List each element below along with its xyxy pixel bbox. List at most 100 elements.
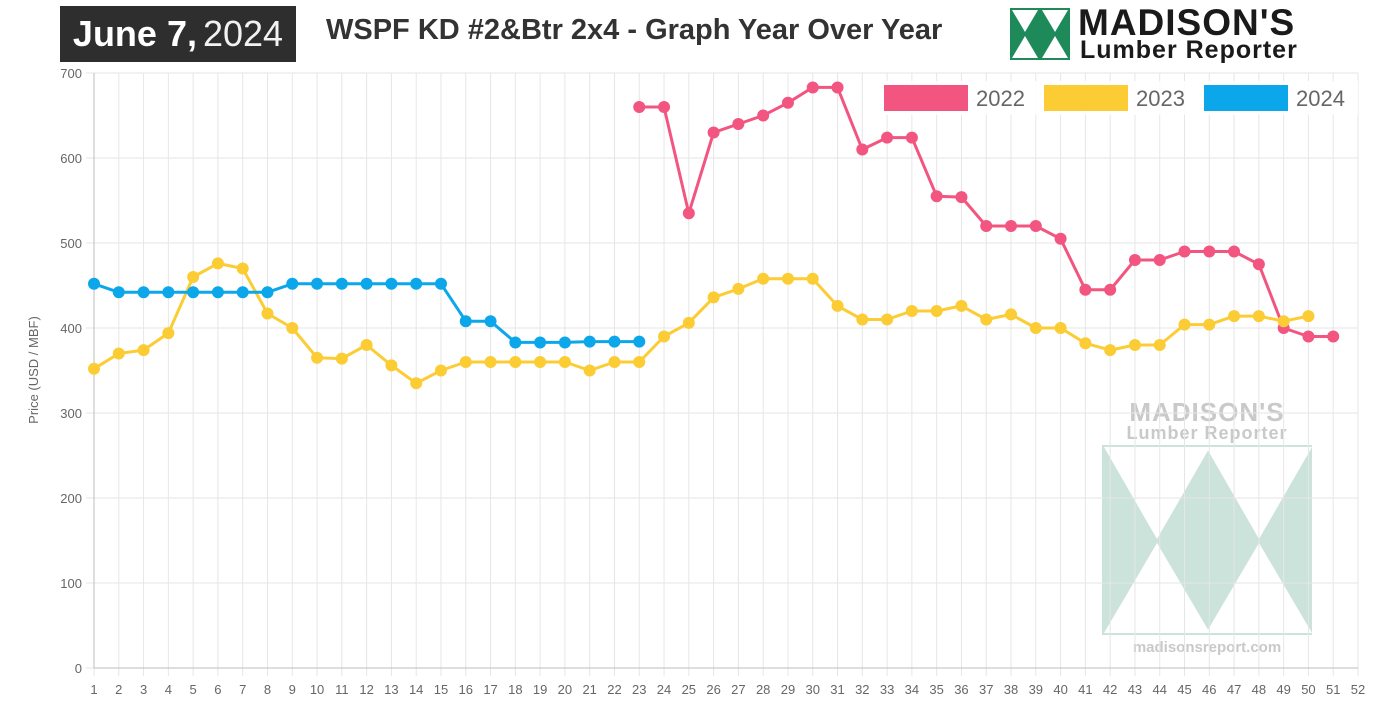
data-point: [658, 101, 671, 113]
data-point: [1128, 254, 1141, 266]
data-point: [1104, 283, 1117, 296]
watermark-line1: MADISON'S: [1129, 397, 1284, 427]
x-tick-label: 10: [310, 682, 324, 697]
data-point: [187, 286, 200, 299]
x-tick-label: 28: [756, 682, 770, 697]
x-tick-label: 18: [508, 682, 522, 697]
x-tick-label: 20: [558, 682, 572, 697]
x-tick-label: 30: [806, 682, 820, 697]
data-point: [682, 316, 695, 329]
data-point: [831, 299, 844, 312]
data-point: [905, 131, 918, 144]
y-axis-label: Price (USD / MBF): [26, 316, 41, 424]
data-point: [187, 271, 200, 283]
data-point: [137, 286, 150, 299]
data-point: [930, 190, 943, 203]
data-point: [1079, 337, 1092, 350]
data-point: [88, 362, 100, 375]
x-tick-label: 43: [1128, 682, 1142, 697]
logo-triangles-icon: [1010, 8, 1070, 60]
data-point: [286, 277, 299, 290]
x-tick-label: 23: [632, 682, 646, 697]
data-point: [484, 356, 497, 368]
data-point: [781, 272, 794, 285]
date-badge: June 7, 2024: [60, 6, 296, 62]
data-point: [162, 286, 175, 299]
data-point: [1079, 283, 1092, 296]
data-point: [955, 191, 968, 204]
data-point: [806, 272, 819, 285]
legend-swatch-2023: [1044, 85, 1128, 111]
series-2023: [88, 257, 1315, 390]
data-point: [410, 277, 423, 290]
x-tick-label: 26: [706, 682, 720, 697]
x-tick-label: 38: [1004, 682, 1018, 697]
x-tick-label: 2: [115, 682, 122, 697]
data-point: [1252, 310, 1265, 323]
x-tick-label: 32: [855, 682, 869, 697]
data-point: [980, 313, 993, 326]
data-point: [112, 286, 125, 299]
data-point: [1203, 318, 1216, 331]
legend: 2022 2023 2024: [878, 81, 1358, 115]
data-point: [311, 277, 324, 290]
x-tick-label: 34: [905, 682, 919, 697]
series-2022: [633, 81, 1340, 343]
data-point: [286, 322, 299, 334]
data-point: [930, 305, 943, 317]
data-point: [757, 272, 770, 285]
data-point: [459, 315, 472, 328]
watermark: MADISON'S Lumber Reporter madisonsreport…: [1102, 397, 1312, 656]
x-tick-label: 47: [1227, 682, 1241, 697]
data-point: [633, 335, 646, 348]
data-point: [558, 336, 571, 349]
x-tick-label: 45: [1177, 682, 1191, 697]
date-month-day: June 7,: [72, 13, 197, 54]
data-point: [1005, 220, 1018, 232]
x-tick-label: 35: [929, 682, 943, 697]
y-tick-label: 0: [75, 661, 82, 676]
data-point: [955, 299, 968, 312]
data-point: [360, 339, 373, 351]
x-tick-label: 31: [830, 682, 844, 697]
data-point: [831, 81, 844, 94]
data-point: [162, 327, 175, 340]
data-point: [682, 207, 695, 220]
data-point: [583, 364, 596, 377]
x-tick-label: 8: [264, 682, 271, 697]
data-point: [583, 335, 596, 348]
data-point: [1277, 315, 1290, 328]
data-point: [261, 286, 274, 299]
x-tick-label: 14: [409, 682, 423, 697]
watermark-line2: Lumber Reporter: [1126, 423, 1287, 443]
data-point: [410, 377, 423, 390]
x-tick-label: 40: [1053, 682, 1067, 697]
x-tick-label: 39: [1029, 682, 1043, 697]
data-point: [757, 109, 770, 122]
data-point: [856, 313, 869, 326]
data-point: [1054, 322, 1067, 334]
data-point: [1128, 339, 1141, 351]
data-point: [261, 307, 274, 320]
x-tick-label: 52: [1351, 682, 1365, 697]
y-tick-label: 600: [60, 151, 82, 166]
data-point: [1029, 220, 1042, 232]
series-2024: [88, 277, 646, 349]
x-tick-label: 33: [880, 682, 894, 697]
data-point: [658, 330, 671, 343]
data-point: [211, 286, 224, 299]
watermark-url: madisonsreport.com: [1133, 639, 1281, 656]
x-tick-label: 29: [781, 682, 795, 697]
x-tick-label: 36: [954, 682, 968, 697]
x-tick-label: 48: [1252, 682, 1266, 697]
data-point: [1104, 344, 1117, 357]
x-tick-label: 5: [190, 682, 197, 697]
data-point: [1327, 330, 1340, 343]
legend-label-2022: 2022: [976, 86, 1025, 111]
chart-title: WSPF KD #2&Btr 2x4 - Graph Year Over Yea…: [326, 14, 943, 46]
y-tick-label: 400: [60, 321, 82, 336]
data-point: [1029, 322, 1042, 334]
data-point: [806, 81, 819, 94]
grid: [93, 72, 1359, 669]
